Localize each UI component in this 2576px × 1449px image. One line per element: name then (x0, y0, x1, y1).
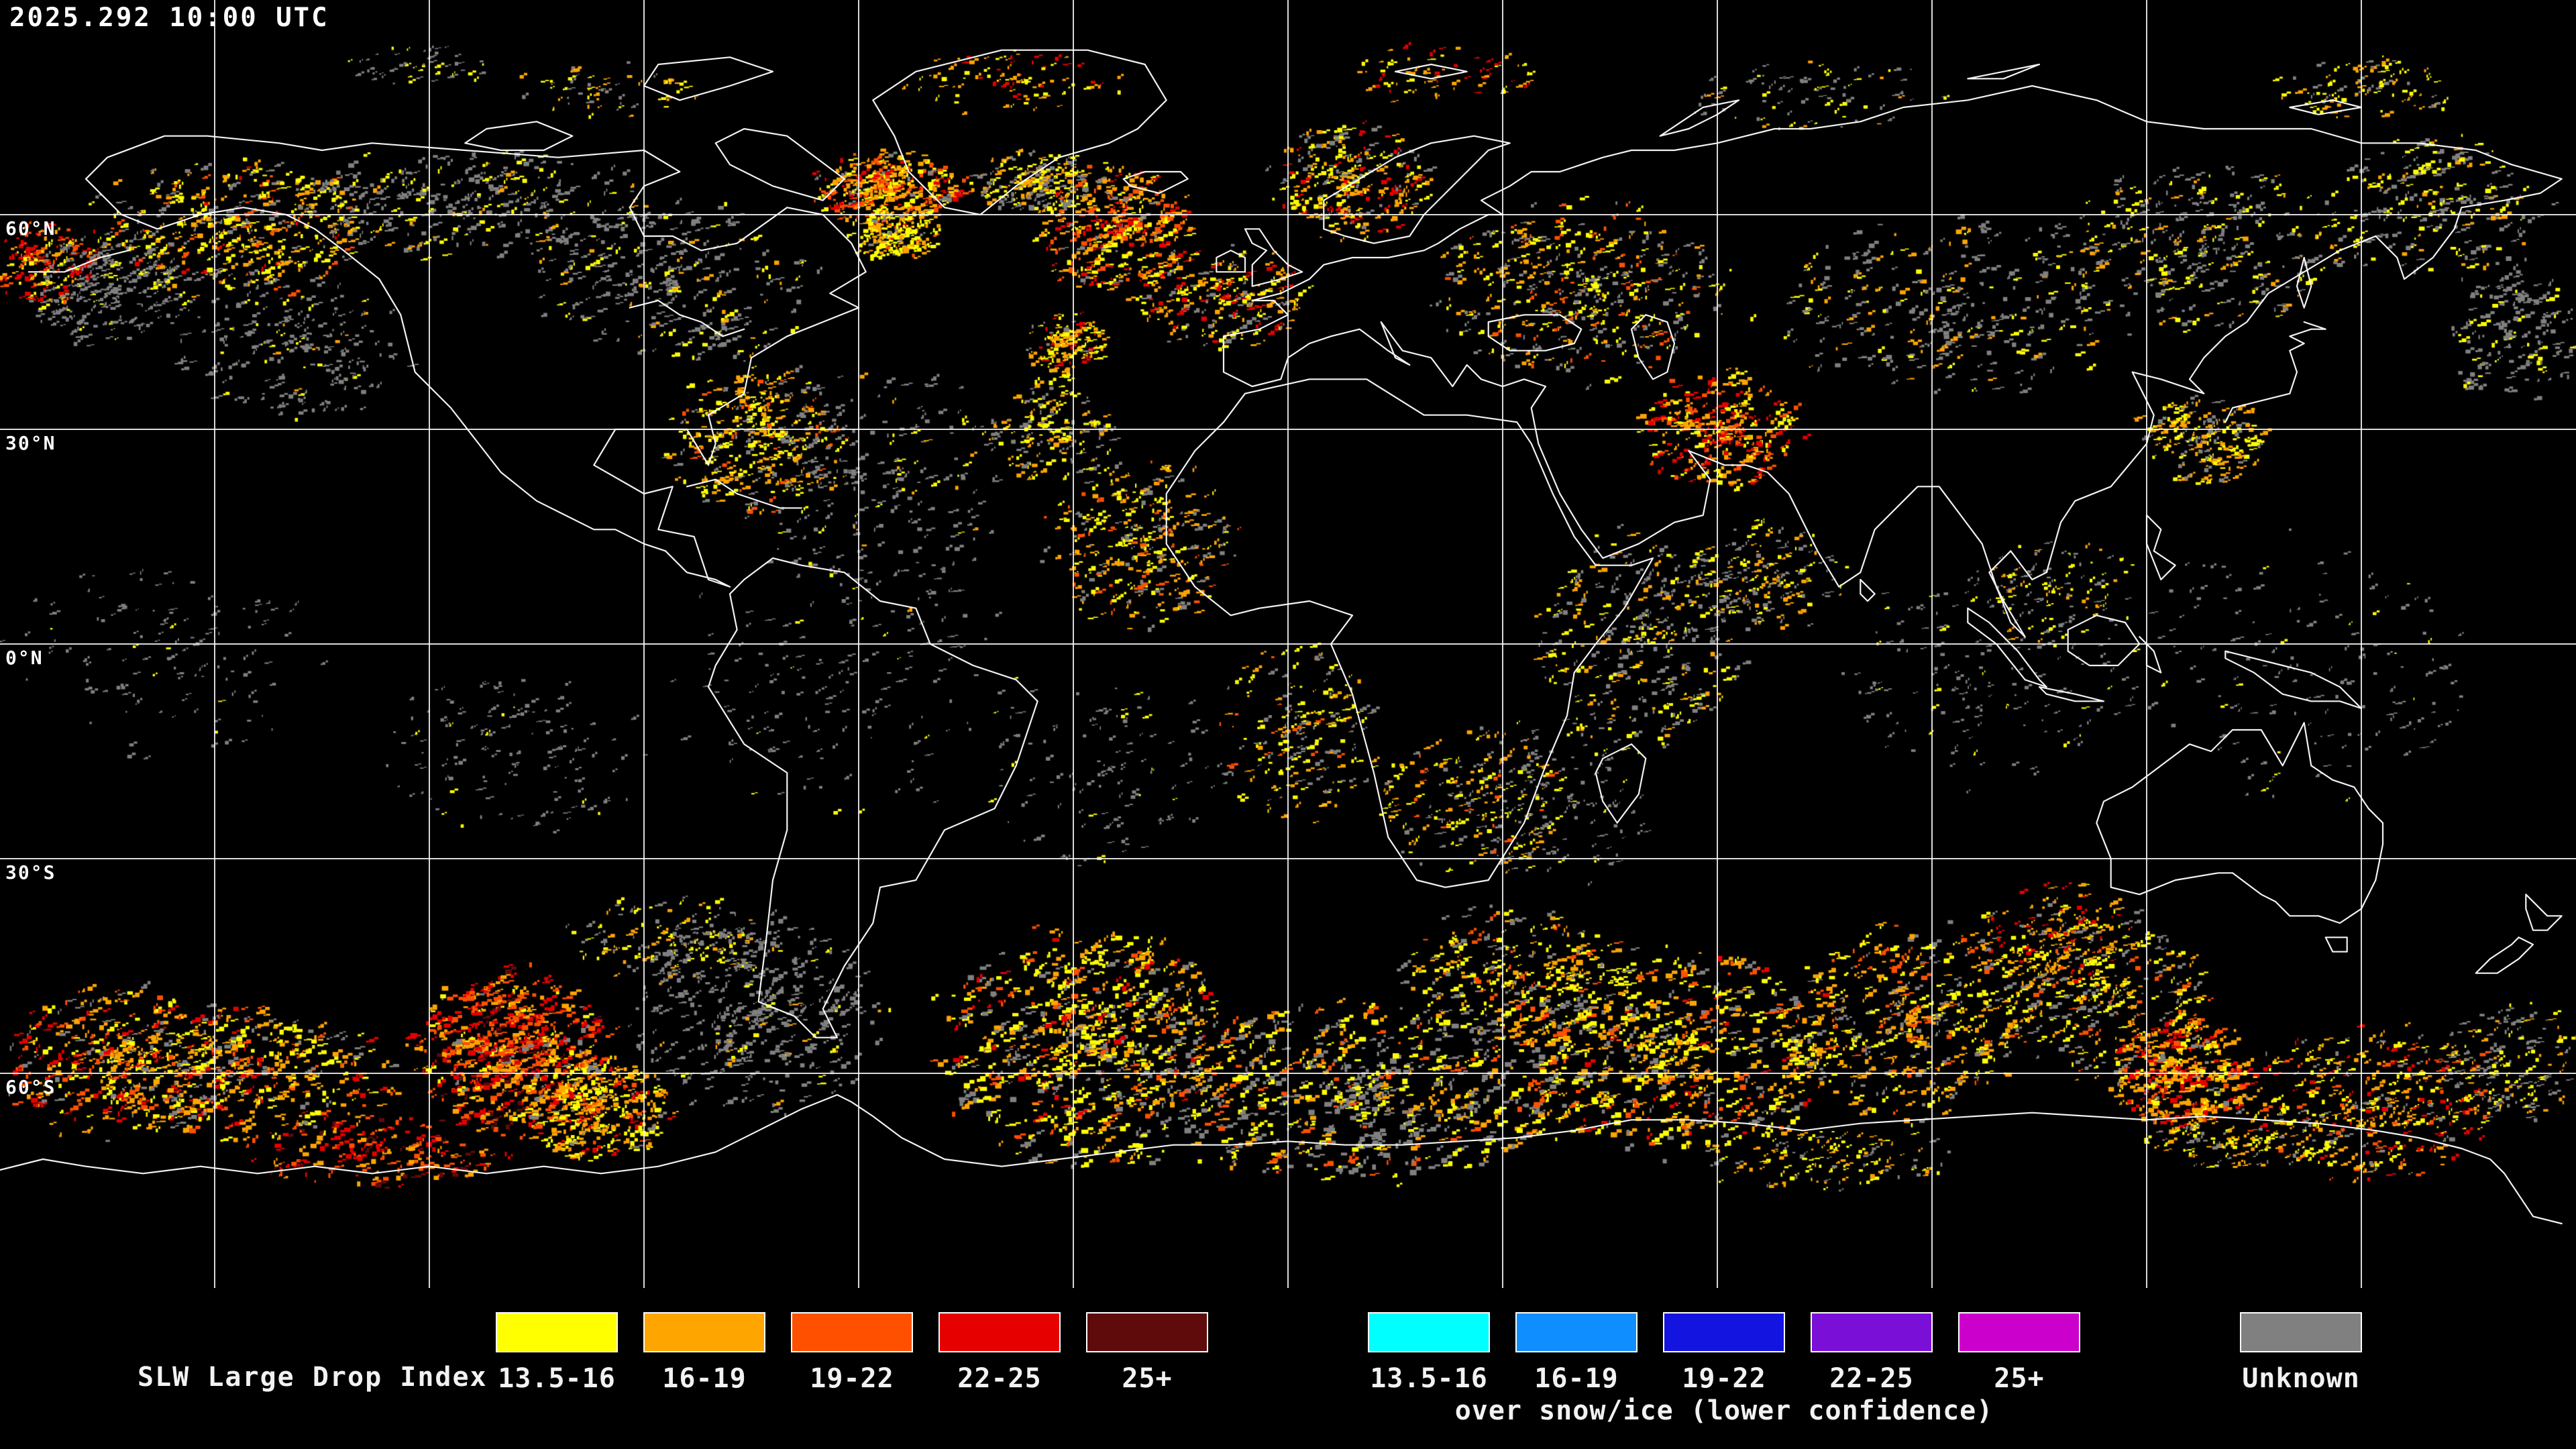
coastline-aleutians (28, 250, 130, 273)
coastline-ireland (1216, 250, 1246, 273)
coastline-greenland (872, 49, 1167, 216)
world-map: 2025.292 10:00 UTC 60°N 30°N 0°N 30°S 60°S (0, 0, 2576, 1288)
latitude-label-3: 30°S (5, 861, 56, 883)
coastline-baffin-island (714, 127, 845, 201)
coastline-great-lakes (629, 299, 745, 337)
coastline-java (2038, 686, 2105, 702)
legend-swatch (496, 1312, 618, 1352)
coastline-new-zealand-south (2475, 936, 2534, 974)
legend-swatch-label: 13.5-16 (1370, 1363, 1488, 1394)
legend-swatch-label: 25+ (1994, 1363, 2045, 1394)
coastline-australia (2096, 722, 2384, 924)
coastline-caspian-sea (1630, 314, 1676, 380)
legend-swatch (1515, 1312, 1638, 1352)
legend-swatch (1086, 1312, 1208, 1352)
legend-swatch (791, 1312, 913, 1352)
coastline-eurasia (1222, 85, 2563, 638)
coastline-tasmania (2324, 936, 2348, 953)
coastline-madagascar (1595, 743, 1647, 824)
legend-bar: SLW Large Drop Index 13.5-16 16-19 19-22… (0, 1288, 2576, 1449)
legend-swatch (643, 1312, 765, 1352)
legend-swatch-label: 22-25 (957, 1363, 1042, 1394)
coastline-antarctica (0, 1093, 2563, 1225)
latitude-label-1: 30°N (5, 432, 56, 454)
coastline-sumatra (1967, 607, 2047, 688)
legend-title: SLW Large Drop Index (138, 1362, 488, 1393)
coastline-great-britain (1244, 228, 1303, 287)
legend-swatch-label: 22-25 (1829, 1363, 1914, 1394)
coastline-iceland (1122, 170, 1189, 195)
legend-swatch (1958, 1312, 2080, 1352)
legend-swatch-label: 16-19 (1534, 1363, 1619, 1394)
legend-swatch-label: Unknown (2242, 1363, 2360, 1394)
coastline-new-siberian-islands (2289, 99, 2363, 115)
coastline-north-america (85, 135, 867, 588)
coastline-borneo (2067, 614, 2141, 667)
legend-swatch (1663, 1312, 1785, 1352)
map-overlay (0, 0, 2576, 1288)
coastline-sakhalin (2296, 256, 2312, 309)
coastline-svalbard (1394, 63, 1468, 80)
legend-swatch-label: 25+ (1122, 1363, 1173, 1394)
coastline-severnaya-zemlya (1967, 63, 2041, 80)
coastline-africa (1165, 378, 1654, 888)
legend-swatch (938, 1312, 1061, 1352)
legend-swatch (1368, 1312, 1490, 1352)
coastline-philippines (2145, 514, 2176, 581)
coastline-cuba-antilles (686, 478, 802, 509)
coastline-scandinavia (1323, 135, 1511, 244)
legend-swatch-label: 19-22 (1682, 1363, 1766, 1394)
legend-swatch-label: 16-19 (662, 1363, 747, 1394)
grid-overlay (0, 0, 2576, 1288)
legend-swatch-label: 19-22 (810, 1363, 894, 1394)
coastline-new-guinea (2224, 650, 2363, 710)
coastline-black-sea (1487, 314, 1582, 352)
timestamp-label: 2025.292 10:00 UTC (9, 3, 329, 33)
coastline-sri-lanka (1860, 578, 1876, 602)
legend-caption-snow-ice: over snow/ice (lower confidence) (1454, 1395, 1994, 1426)
latitude-label-2: 0°N (5, 647, 44, 669)
latitude-label-4: 60°S (5, 1076, 56, 1098)
legend-swatch-label: 13.5-16 (498, 1363, 616, 1394)
coastline-victoria-island (464, 121, 574, 152)
coastline-novaya-zemlya (1659, 99, 1740, 137)
coastline-new-zealand-north (2525, 894, 2563, 931)
coastline-layer (0, 49, 2563, 1225)
coastline-south-america (707, 557, 1038, 1038)
latitude-label-0: 60°N (5, 217, 56, 239)
coastline-japan (2224, 321, 2326, 423)
legend-swatch (2240, 1312, 2362, 1352)
legend-swatch (1811, 1312, 1933, 1352)
coastline-sulawesi (2139, 636, 2162, 674)
coastline-ellesmere-island (643, 56, 774, 101)
